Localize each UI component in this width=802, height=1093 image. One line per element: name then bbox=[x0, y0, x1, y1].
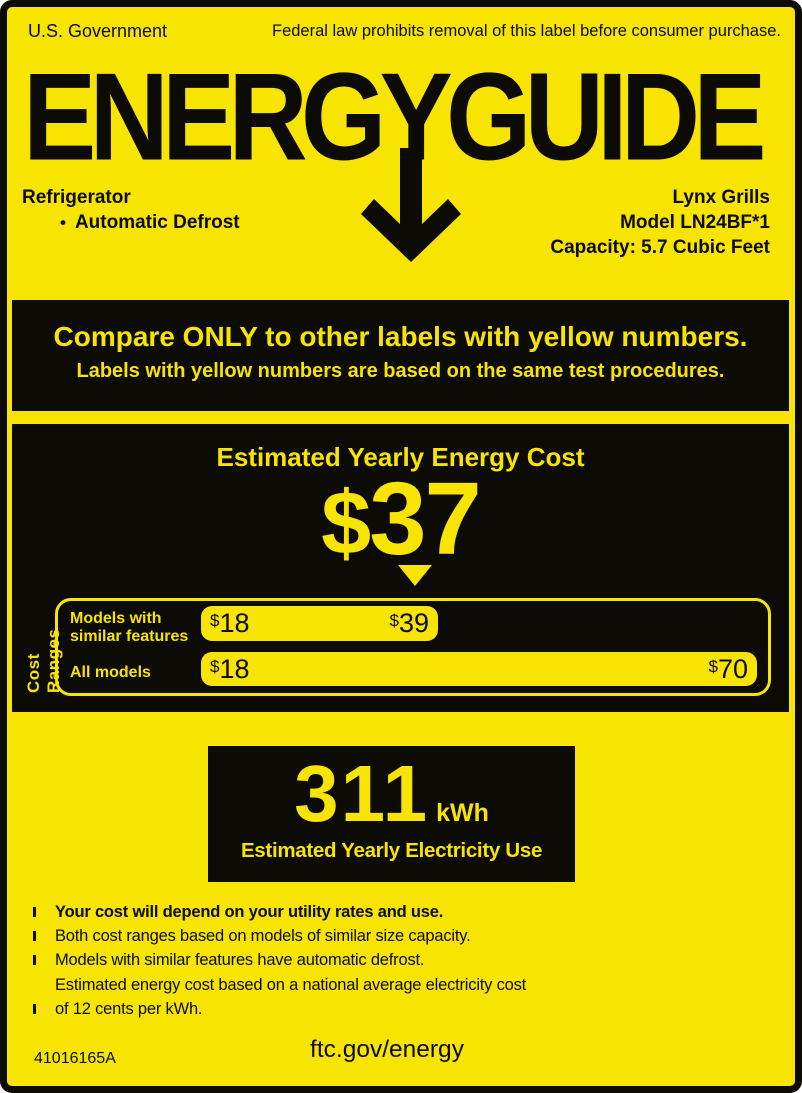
brand-name: Lynx Grills bbox=[672, 187, 771, 208]
footnote-line: Models with similar features have automa… bbox=[33, 948, 526, 972]
max-amount: 39 bbox=[398, 608, 429, 638]
tick-bullet-icon bbox=[33, 948, 55, 972]
similar-models-label-line1: Models with bbox=[70, 610, 162, 627]
us-government-label: U.S. Government bbox=[28, 21, 168, 41]
electricity-use-caption: Estimated Yearly Electricity Use bbox=[240, 839, 543, 862]
min-amount: 18 bbox=[219, 608, 250, 638]
similar-models-range-bar: $18 $39 bbox=[201, 606, 438, 641]
footnote-text: Models with similar features have automa… bbox=[55, 951, 425, 970]
tick-bullet-icon bbox=[33, 900, 55, 924]
energyguide-logo-text: ENERGYGUIDE bbox=[23, 47, 767, 187]
currency-symbol: $ bbox=[389, 611, 399, 630]
currency-symbol: $ bbox=[708, 656, 718, 676]
tick-bullet-icon bbox=[33, 997, 55, 1021]
range-min-value: $18 bbox=[210, 608, 250, 639]
footnote-text: Estimated energy cost based on a nationa… bbox=[55, 975, 527, 994]
footnote-line: Your cost will depend on your utility ra… bbox=[33, 900, 526, 924]
all-models-label-line1: All models bbox=[70, 664, 151, 681]
tick-bullet-icon bbox=[33, 973, 55, 997]
manufacturer-info: Lynx Grills Model LN24BF*1 Capacity: 5.7… bbox=[550, 185, 770, 260]
similar-models-label-line2: similar features bbox=[70, 628, 189, 645]
capacity: Capacity: 5.7 Cubic Feet bbox=[550, 237, 770, 258]
footnote-text: Both cost ranges based on models of simi… bbox=[55, 927, 471, 946]
currency-symbol: $ bbox=[321, 474, 371, 574]
energy-cost-title: Estimated Yearly Energy Cost bbox=[216, 442, 585, 472]
product-info: Refrigerator • Automatic Defrost bbox=[22, 185, 240, 235]
compare-banner: Compare ONLY to other labels with yellow… bbox=[12, 300, 789, 411]
product-type: Refrigerator bbox=[22, 187, 131, 208]
currency-symbol: $ bbox=[210, 656, 220, 676]
label-number: 41016165A bbox=[34, 1050, 116, 1067]
footnote-line: Estimated energy cost based on a nationa… bbox=[33, 973, 526, 997]
footnote-text: Your cost will depend on your utility ra… bbox=[55, 903, 444, 921]
range-min-value: $18 bbox=[210, 654, 250, 685]
footnote-text: of 12 cents per kWh. bbox=[55, 999, 203, 1018]
min-amount: 18 bbox=[219, 653, 250, 684]
cost-amount: 37 bbox=[369, 461, 482, 576]
kwh-amount: 311 bbox=[294, 749, 430, 838]
all-models-range-bar: $18 $70 bbox=[201, 652, 757, 686]
federal-notice: Federal law prohibits removal of this la… bbox=[271, 22, 781, 40]
similar-models-label: Models with similar features bbox=[70, 610, 188, 646]
max-amount: 70 bbox=[717, 653, 748, 684]
product-feature: • Automatic Defrost bbox=[60, 210, 240, 235]
electricity-use-value: 311 kWh bbox=[208, 749, 575, 838]
electricity-use-box: 311 kWh Estimated Yearly Electricity Use bbox=[208, 746, 575, 882]
footnote-line: of 12 cents per kWh. bbox=[33, 997, 526, 1021]
compare-banner-subheading: Labels with yellow numbers are based on … bbox=[76, 360, 725, 382]
currency-symbol: $ bbox=[210, 611, 220, 630]
footnotes: Your cost will depend on your utility ra… bbox=[33, 900, 526, 1021]
all-models-label: All models bbox=[70, 664, 151, 682]
kwh-unit: kWh bbox=[436, 799, 489, 827]
compare-banner-heading: Compare ONLY to other labels with yellow… bbox=[53, 321, 748, 352]
cost-ranges-box: Models with similar features $18 $39 All… bbox=[55, 598, 771, 696]
ftc-website: ftc.gov/energy bbox=[310, 1036, 464, 1063]
bullet-icon: • bbox=[60, 213, 66, 232]
footnote-line: Both cost ranges based on models of simi… bbox=[33, 924, 526, 948]
range-max-value: $39 bbox=[389, 608, 429, 639]
product-feature-label: Automatic Defrost bbox=[74, 212, 240, 233]
cost-pointer-triangle-icon bbox=[398, 565, 432, 586]
model-number: Model LN24BF*1 bbox=[620, 212, 770, 233]
down-arrow-icon bbox=[361, 148, 461, 262]
yearly-energy-cost-value: $37 bbox=[12, 464, 789, 605]
energyguide-logo: ENERGYGUIDE bbox=[23, 52, 793, 182]
range-max-value: $70 bbox=[708, 654, 748, 685]
energy-cost-box: Estimated Yearly Energy Cost $37 Cost Ra… bbox=[12, 424, 789, 712]
tick-bullet-icon bbox=[33, 924, 55, 948]
